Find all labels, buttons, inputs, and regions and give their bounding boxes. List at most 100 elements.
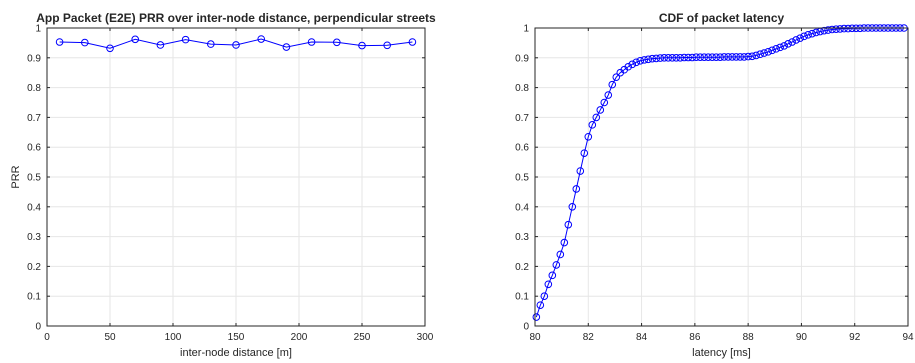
data-point [358, 41, 366, 50]
axes-box [46, 27, 426, 327]
y-tick-label: 0.2 [515, 262, 529, 273]
data-point [383, 41, 392, 50]
data-point [544, 280, 553, 289]
y-tick-label: 0 [523, 322, 529, 333]
y-tick-label: 0.4 [27, 202, 41, 213]
chart-title: CDF of packet latency [659, 11, 785, 25]
data-point [796, 34, 804, 42]
data-point [712, 53, 720, 62]
x-tick-label: 90 [796, 332, 808, 343]
data-point [608, 80, 617, 89]
data-point [612, 73, 621, 81]
data-point [724, 53, 732, 61]
data-point [652, 54, 661, 63]
data-point [592, 113, 601, 122]
y-tick-label: 0.9 [515, 53, 529, 64]
chart-title: App Packet (E2E) PRR over inter-node dis… [36, 11, 436, 25]
data-point [55, 38, 64, 46]
data-point [684, 53, 692, 62]
data-point [812, 28, 820, 37]
y-tick-label: 0.9 [27, 53, 41, 64]
y-tick-label: 1 [523, 24, 529, 35]
data-point [584, 132, 593, 141]
data-point [540, 292, 549, 301]
data-point [568, 203, 577, 211]
data-point [680, 53, 689, 62]
x-tick-label: 300 [417, 332, 434, 343]
y-tick-label: 0.6 [515, 143, 529, 154]
data-point [640, 56, 649, 64]
data-point [808, 29, 816, 38]
x-tick-label: 250 [354, 332, 371, 343]
data-point [752, 51, 760, 60]
data-point [776, 43, 784, 52]
y-tick-label: 0.6 [27, 143, 41, 154]
data-point [792, 36, 800, 44]
data-point [552, 261, 561, 269]
data-point [156, 41, 165, 49]
y-tick-label: 0.1 [515, 292, 529, 303]
y-tick-label: 0.3 [27, 232, 41, 243]
data-point [600, 98, 609, 107]
data-point [836, 25, 844, 33]
data-point [672, 54, 681, 62]
data-point [720, 53, 728, 61]
x-tick-label: 80 [529, 332, 541, 343]
data-point [644, 55, 653, 64]
y-tick-label: 0.1 [27, 292, 41, 303]
x-axis-label: latency [ms] [692, 347, 751, 359]
data-point [800, 32, 808, 41]
data-point [307, 38, 316, 46]
series-line [59, 38, 413, 49]
y-tick-label: 0.5 [27, 173, 41, 184]
data-point [688, 53, 696, 62]
data-point [832, 25, 840, 33]
data-point [692, 53, 700, 62]
data-point [588, 121, 597, 129]
data-point [333, 38, 341, 47]
data-point [704, 53, 712, 62]
data-point [780, 42, 788, 50]
data-point [548, 271, 557, 280]
data-point [207, 40, 215, 48]
x-tick-label: 82 [583, 332, 595, 343]
y-axis-label: PRR [10, 165, 22, 188]
x-tick-label: 0 [44, 332, 50, 343]
y-tick-label: 0.8 [515, 83, 529, 94]
data-point [660, 54, 669, 62]
data-point [232, 41, 240, 49]
latency-cdf-chart: 80 82 84 86 88 90 92 94 0 0.1 0.2 0.3 0.4 0.5 0.6 0.7 0.… [515, 11, 914, 359]
data-point [840, 24, 848, 33]
data-point [828, 25, 836, 34]
data-point [788, 38, 796, 46]
data-point [784, 39, 792, 48]
data-point [596, 106, 605, 114]
data-point [131, 35, 139, 44]
data-point [628, 60, 637, 69]
data-point [106, 44, 114, 53]
data-point [700, 53, 708, 62]
data-point [764, 48, 772, 56]
data-point [408, 38, 417, 46]
data-point [760, 49, 768, 57]
data-point [772, 45, 780, 53]
data-point [820, 26, 828, 35]
data-point [732, 53, 740, 61]
data-point [804, 31, 812, 39]
data-point [824, 26, 832, 34]
x-axis-label: inter-node distance [m] [180, 347, 292, 359]
data-point [560, 238, 569, 247]
y-tick-label: 0.2 [27, 262, 41, 273]
data-point [696, 53, 704, 62]
data-point [716, 53, 724, 62]
data-point [604, 91, 613, 99]
data-point [844, 24, 852, 33]
axes-box [534, 27, 909, 327]
y-tick-label: 0.5 [515, 173, 529, 184]
prr-chart: 0 50 100 150 200 250 300 0 0.1 0.2 0.3 0.4 0.5 0.6 0.7… [10, 11, 436, 359]
series-line [535, 27, 904, 318]
x-tick-label: 88 [743, 332, 755, 343]
data-point [744, 52, 752, 61]
x-tick-label: 94 [902, 332, 914, 343]
